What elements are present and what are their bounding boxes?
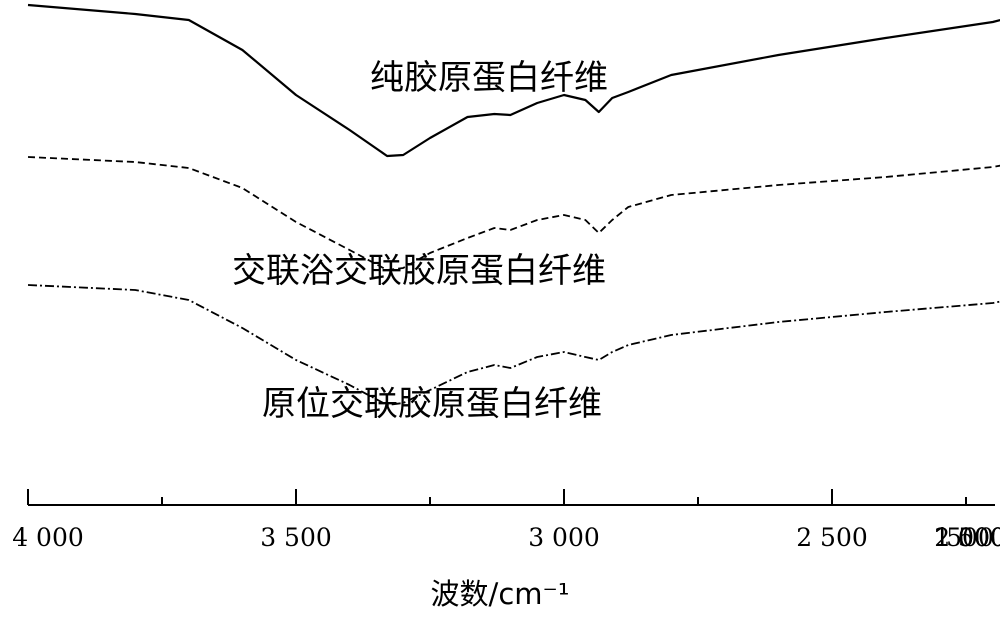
series-label-bath: 交联浴交联胶原蛋白纤维 (232, 251, 606, 291)
series-label-pure: 纯胶原蛋白纤维 (370, 58, 608, 98)
x-axis-title: 波数/cm⁻¹ (431, 577, 570, 611)
x-tick-label: 1 000 (934, 523, 1000, 552)
series-line-0 (27, 3, 1000, 158)
series-line-1 (27, 156, 1000, 271)
series-labels: 纯胶原蛋白纤维 交联浴交联胶原蛋白纤维 原位交联胶原蛋白纤维 (232, 58, 608, 424)
x-tick-label: 1 500 (934, 523, 1000, 552)
series-line-2 (27, 284, 1000, 406)
series-label-insitu: 原位交联胶原蛋白纤维 (262, 384, 602, 424)
series-layer (27, 3, 1000, 406)
x-tick-label: 3 000 (528, 523, 600, 552)
x-tick-label: 4 000 (12, 523, 84, 552)
x-tick-label: 2 000 (934, 523, 1000, 552)
x-tick-label: 2 500 (796, 523, 868, 552)
x-tick-label: 3 500 (260, 523, 332, 552)
x-tick-label: 500 (946, 523, 994, 552)
